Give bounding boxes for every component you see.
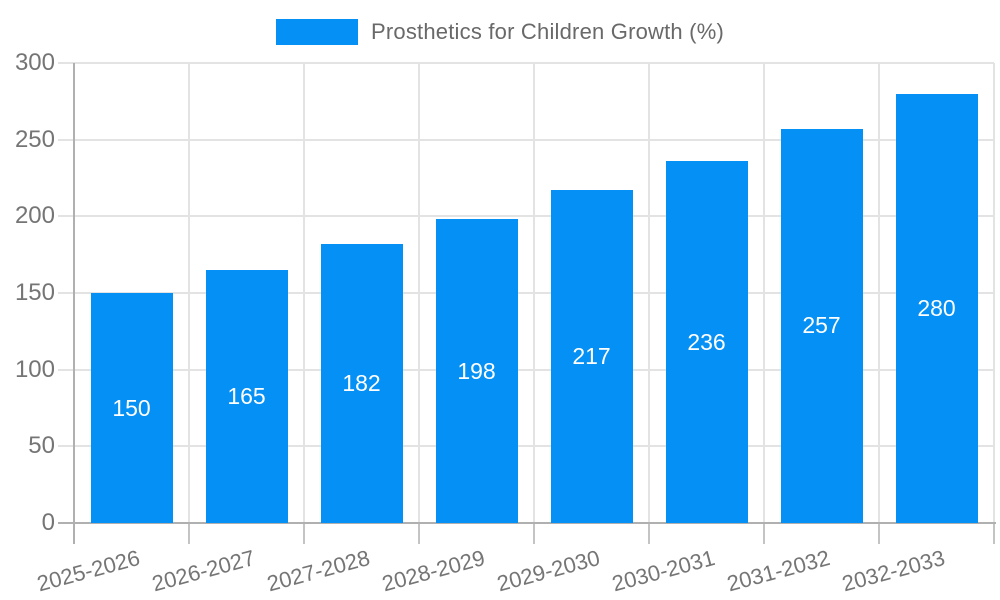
y-tick-label: 300 — [14, 49, 55, 76]
bar: 182 — [320, 243, 403, 523]
bar: 280 — [895, 93, 978, 523]
y-axis-line — [73, 63, 75, 523]
y-gridline — [58, 368, 994, 371]
bar-value-label: 236 — [687, 328, 726, 355]
bar: 165 — [205, 270, 288, 523]
x-tick — [303, 524, 305, 544]
x-tick — [993, 524, 995, 544]
x-tick — [533, 524, 535, 544]
bar: 150 — [90, 293, 173, 523]
y-tick-label: 0 — [41, 509, 55, 536]
y-gridline — [58, 138, 994, 141]
legend-label: Prosthetics for Children Growth (%) — [371, 19, 724, 44]
x-tick — [878, 524, 880, 544]
x-gridline — [418, 63, 420, 523]
x-gridline — [533, 63, 535, 523]
legend-swatch — [276, 19, 358, 45]
y-tick-label: 250 — [14, 125, 55, 153]
x-tick — [188, 524, 190, 544]
bar: 198 — [435, 219, 518, 523]
y-tick-label: 100 — [14, 355, 55, 383]
x-tick — [418, 524, 420, 544]
x-tick — [763, 524, 765, 544]
bar: 257 — [780, 128, 863, 523]
y-tick-label: 150 — [14, 279, 55, 306]
y-gridline — [58, 445, 994, 448]
y-gridline — [58, 292, 994, 294]
bar-value-label: 182 — [342, 369, 381, 396]
legend: Prosthetics for Children Growth (%) — [0, 19, 1000, 45]
x-gridline — [648, 63, 650, 523]
x-gridline — [993, 63, 995, 523]
y-tick-label: 50 — [28, 432, 55, 460]
y-gridline — [58, 62, 994, 64]
bar: 236 — [665, 161, 748, 523]
bar-value-label: 165 — [227, 383, 266, 409]
bar-value-label: 280 — [917, 294, 956, 321]
x-gridline — [763, 63, 765, 523]
y-tick-label: 200 — [14, 202, 55, 230]
x-gridline — [878, 63, 880, 523]
bar-value-label: 198 — [457, 357, 496, 384]
x-axis-line — [58, 522, 996, 524]
bar-value-label: 217 — [572, 343, 611, 370]
x-tick — [648, 524, 650, 544]
x-gridline — [303, 63, 305, 523]
bar-value-label: 150 — [112, 394, 151, 421]
bar-value-label: 257 — [802, 312, 841, 339]
x-tick — [73, 524, 75, 544]
bar: 217 — [550, 190, 633, 523]
y-gridline — [58, 215, 994, 218]
x-gridline — [188, 63, 190, 523]
